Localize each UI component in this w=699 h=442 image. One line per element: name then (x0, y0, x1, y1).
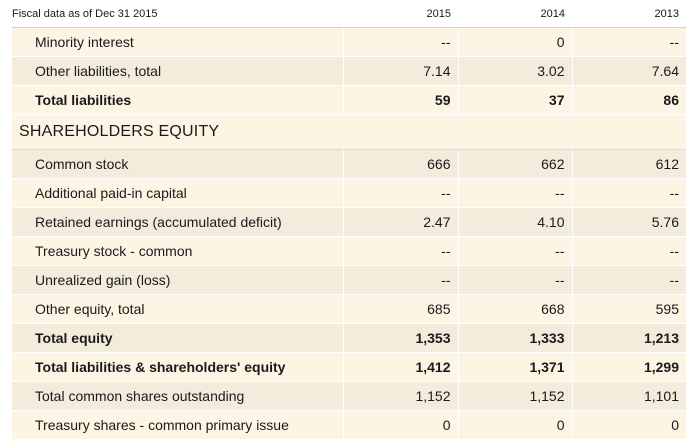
table-row-total: Total liabilities 59 37 86 (0, 85, 686, 115)
row-value: 612 (571, 149, 686, 179)
year-header-2015: 2015 (343, 0, 458, 28)
row-value: 662 (457, 149, 572, 179)
row-value: 4.10 (457, 207, 572, 237)
row-value: -- (342, 178, 458, 208)
row-label: Additional paid-in capital (0, 178, 343, 208)
row-value: 1,101 (571, 381, 686, 411)
left-gutter (0, 27, 12, 442)
section-header-row: SHAREHOLDERS EQUITY (0, 114, 686, 150)
table-row: Retained earnings (accumulated deficit) … (0, 207, 686, 237)
year-header-2013: 2013 (572, 0, 686, 28)
table-row: Additional paid-in capital -- -- -- (0, 178, 686, 208)
row-value: -- (342, 236, 458, 266)
row-value: 0 (571, 410, 686, 440)
table-row: Minority interest -- 0 -- (0, 27, 686, 57)
row-label: Total common shares outstanding (0, 381, 343, 411)
row-value: 3.02 (457, 56, 572, 86)
table-row-total: Total equity 1,353 1,333 1,213 (0, 323, 686, 353)
balance-sheet-table: Fiscal data as of Dec 31 2015 2015 2014 … (0, 0, 686, 440)
row-value: -- (457, 236, 572, 266)
row-label: Unrealized gain (loss) (0, 265, 343, 295)
row-value: 1,299 (571, 352, 686, 382)
row-value: 7.64 (571, 56, 686, 86)
table-header-row: Fiscal data as of Dec 31 2015 2015 2014 … (0, 0, 686, 28)
row-value: 1,152 (457, 381, 572, 411)
row-value: -- (457, 265, 572, 295)
row-value: 595 (571, 294, 686, 324)
row-value: 59 (342, 85, 458, 115)
row-value: -- (571, 265, 686, 295)
table-row: Treasury stock - common -- -- -- (0, 236, 686, 266)
row-value: -- (571, 236, 686, 266)
row-value: 0 (457, 27, 572, 57)
row-value: 0 (457, 410, 572, 440)
row-value: 1,333 (457, 323, 572, 353)
row-value: 1,213 (571, 323, 686, 353)
row-value: 2.47 (342, 207, 458, 237)
row-label: Total liabilities & shareholders' equity (0, 352, 343, 382)
section-title: SHAREHOLDERS EQUITY (0, 114, 686, 150)
row-value: 0 (342, 410, 458, 440)
fiscal-date-label: Fiscal data as of Dec 31 2015 (0, 0, 343, 28)
row-label: Treasury shares - common primary issue (0, 410, 343, 440)
row-value: 86 (571, 85, 686, 115)
row-label: Other liabilities, total (0, 56, 343, 86)
row-value: -- (342, 27, 458, 57)
row-label: Other equity, total (0, 294, 343, 324)
table-row: Other liabilities, total 7.14 3.02 7.64 (0, 56, 686, 86)
row-label: Total liabilities (0, 85, 343, 115)
table-row: Unrealized gain (loss) -- -- -- (0, 265, 686, 295)
row-value: -- (342, 265, 458, 295)
row-value: -- (571, 27, 686, 57)
row-value: 1,353 (342, 323, 458, 353)
row-value: -- (571, 178, 686, 208)
row-value: 685 (342, 294, 458, 324)
table-row: Total common shares outstanding 1,152 1,… (0, 381, 686, 411)
table-row: Treasury shares - common primary issue 0… (0, 410, 686, 440)
row-value: -- (457, 178, 572, 208)
table-row: Common stock 666 662 612 (0, 149, 686, 179)
row-value: 1,152 (342, 381, 458, 411)
row-label: Retained earnings (accumulated deficit) (0, 207, 343, 237)
table-row: Other equity, total 685 668 595 (0, 294, 686, 324)
row-value: 668 (457, 294, 572, 324)
row-label: Minority interest (0, 27, 343, 57)
row-value: 1,412 (342, 352, 458, 382)
row-value: 1,371 (457, 352, 572, 382)
row-label: Treasury stock - common (0, 236, 343, 266)
row-value: 666 (342, 149, 458, 179)
row-value: 7.14 (342, 56, 458, 86)
row-label: Total equity (0, 323, 343, 353)
row-value: 5.76 (571, 207, 686, 237)
row-label: Common stock (0, 149, 343, 179)
year-header-2014: 2014 (458, 0, 572, 28)
row-value: 37 (457, 85, 572, 115)
table-row-total: Total liabilities & shareholders' equity… (0, 352, 686, 382)
